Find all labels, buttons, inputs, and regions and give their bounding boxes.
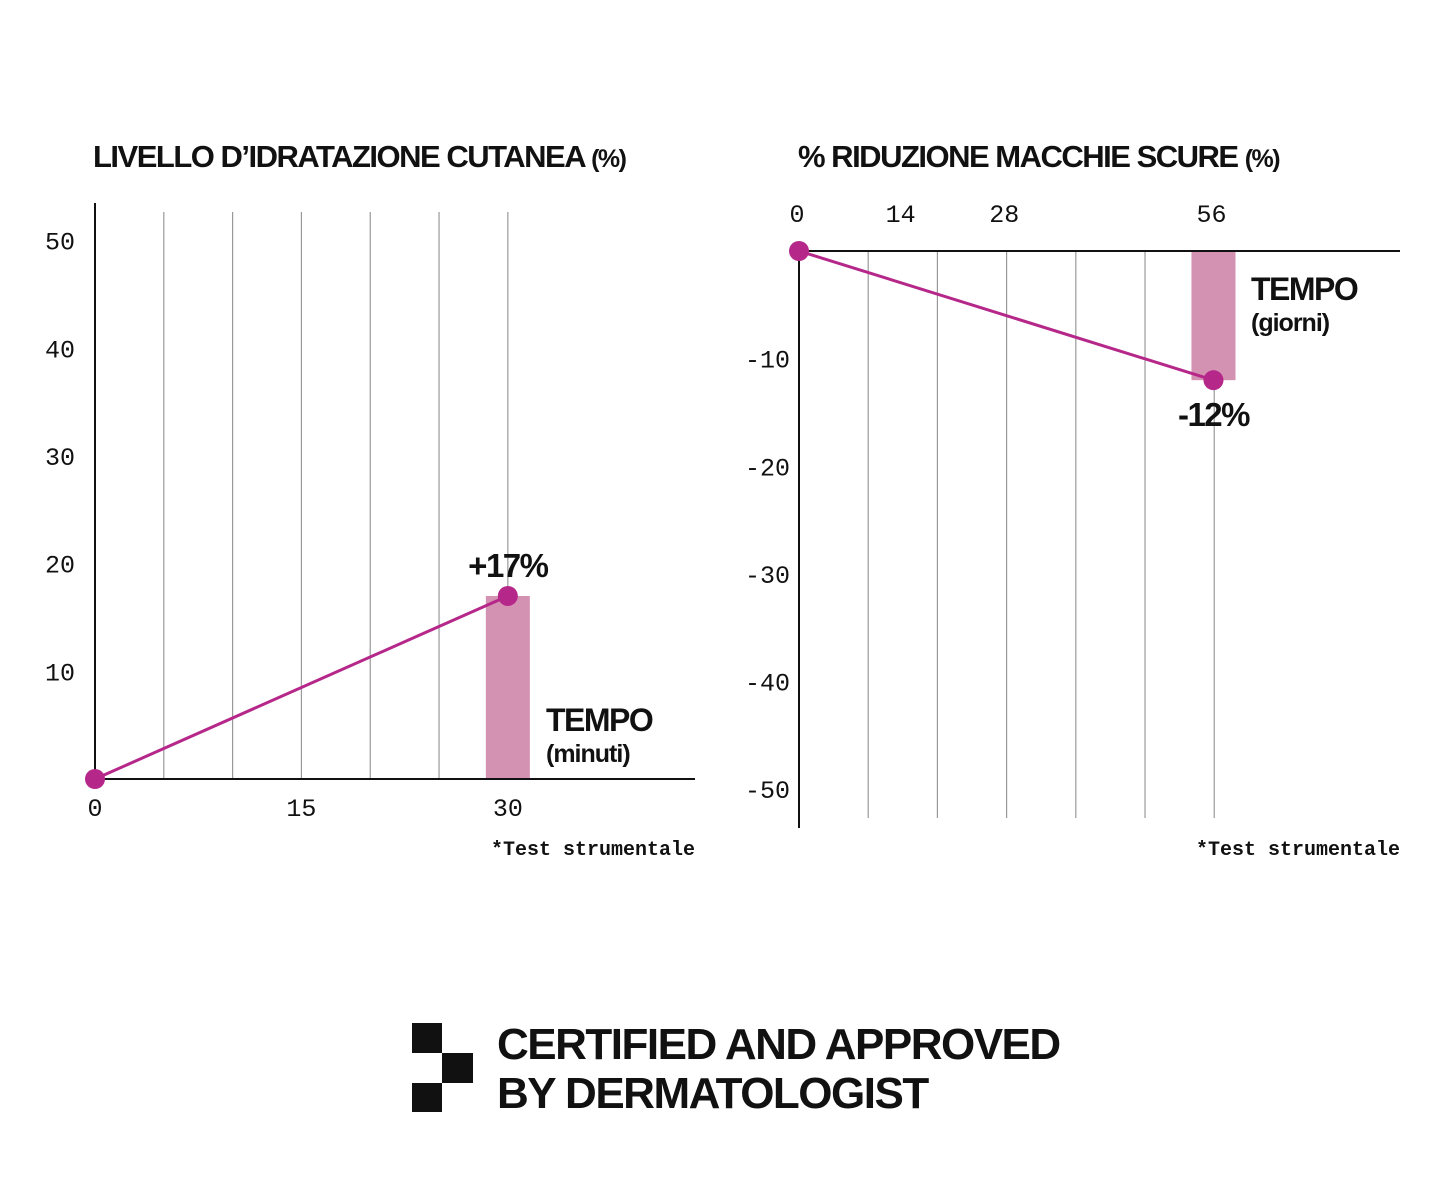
- chart-1-data-point: [85, 769, 105, 789]
- chart-2-x-axis-unit: (giorni): [1251, 309, 1330, 337]
- chart-2-x-tick-label: 56: [1196, 201, 1226, 230]
- chart-1-data-point: [497, 585, 518, 606]
- chart-1-data-label: +17%: [468, 547, 548, 584]
- chart-1-y-tick-label: 30: [45, 444, 75, 473]
- chart-2-x-tick-label: 0: [789, 201, 804, 230]
- chart-1-x-tick-label: 15: [286, 795, 316, 824]
- chart-2-note: *Test strumentale: [1196, 839, 1400, 862]
- chart-2-data-point: [789, 241, 809, 261]
- chart-1-title: LIVELLO D’IDRATAZIONE CUTANEA (%): [93, 139, 627, 174]
- chart-1-series-line: [94, 594, 509, 781]
- certification-badge: CERTIFIED AND APPROVED BY DERMATOLOGIST: [412, 1020, 1061, 1118]
- chart-2-highlight-bar: [1191, 251, 1236, 381]
- chart-2-y-tick-label: -40: [745, 670, 790, 699]
- chart-2-series-line: [798, 249, 1214, 382]
- chart-2-grid: [867, 251, 1215, 818]
- chart-2-y-tick-label: -20: [745, 454, 790, 483]
- chart-2-x-tick-labels: 0 14 28 56: [789, 201, 1226, 230]
- chart-1-x-tick-label: 30: [493, 795, 523, 824]
- chart-1-note: *Test strumentale: [491, 839, 695, 862]
- chart-2-x-axis-label: TEMPO: [1251, 271, 1358, 307]
- chart-1-x-axis-label: TEMPO: [546, 702, 653, 738]
- checker-icon: [412, 1023, 473, 1112]
- chart-1-x-axis-unit: (minuti): [546, 740, 630, 768]
- chart-dark-spots: % RIDUZIONE MACCHIE SCURE (%) -10-20-30-…: [745, 139, 1400, 862]
- chart-1-y-tick-labels: 10 20 30 40 50: [45, 229, 75, 689]
- chart-1-y-tick-label: 50: [45, 229, 75, 258]
- chart-1-y-tick-label: 10: [45, 659, 75, 688]
- chart-2-y-tick-label: -10: [745, 347, 790, 376]
- chart-2-x-tick-label: 28: [989, 201, 1019, 230]
- chart-1-series: [85, 585, 518, 789]
- chart-1-x-tick-labels: 0 15 30: [87, 795, 522, 824]
- chart-2-y-tick-label: -30: [745, 562, 790, 591]
- chart-2-y-tick-label: -50: [745, 777, 790, 806]
- chart-2-title: % RIDUZIONE MACCHIE SCURE (%): [798, 139, 1280, 174]
- chart-2-x-tick-label: 14: [886, 201, 916, 230]
- chart-2-y-tick-labels: -10 -20 -30 -40 -50: [745, 347, 790, 807]
- chart-1-grid: [163, 212, 509, 779]
- chart-1-y-tick-label: 20: [45, 552, 75, 581]
- badge-line-1: CERTIFIED AND APPROVED: [497, 1020, 1060, 1069]
- chart-1-highlight-bar: [485, 595, 530, 779]
- badge-line-2: BY DERMATOLOGIST: [497, 1069, 929, 1118]
- chart-2-data-point: [1203, 370, 1224, 391]
- chart-1-x-tick-label: 0: [87, 795, 102, 824]
- chart-2-data-label: -12%: [1178, 396, 1250, 433]
- chart-1-y-tick-label: 40: [45, 336, 75, 365]
- chart-2-series: [789, 241, 1224, 391]
- chart-hydration: LIVELLO D’IDRATAZIONE CUTANEA (%) 10 20 30…: [45, 139, 695, 862]
